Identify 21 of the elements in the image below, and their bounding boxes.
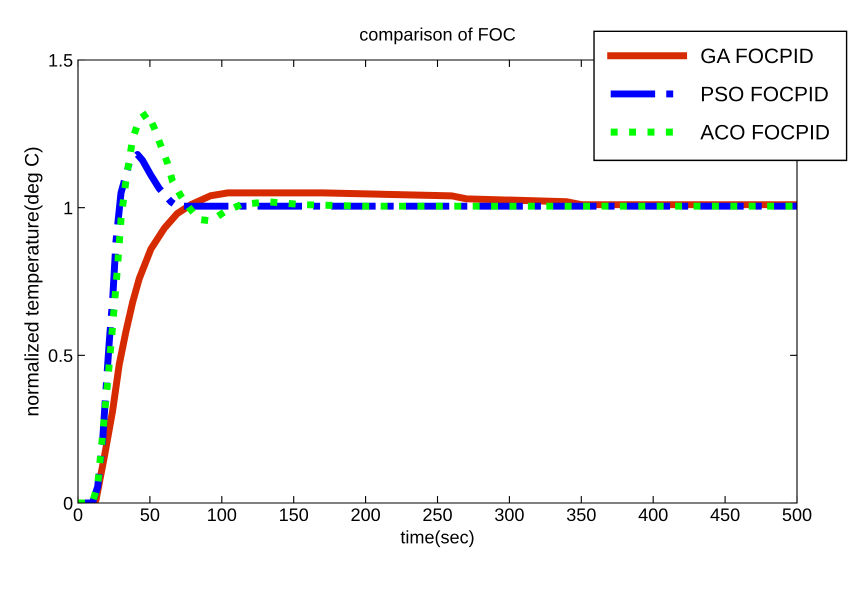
x-tick-label: 150 <box>280 508 308 522</box>
legend-label: GA FOCPID <box>701 48 813 64</box>
x-tick-label: 50 <box>140 508 160 522</box>
x-tick-label: 0 <box>74 508 82 522</box>
legend-label: ACO FOCPID <box>700 124 829 140</box>
x-tick-label: 350 <box>566 508 596 522</box>
x-tick-label: 250 <box>423 508 452 522</box>
y-axis-title: normalized temperature(deg C) <box>24 148 42 416</box>
legend-label: PSO FOCPID <box>702 86 828 102</box>
chart-title: comparison of FOC <box>360 27 516 44</box>
y-tick-label: 1 <box>64 202 72 214</box>
x-axis-title: time(sec) <box>400 530 474 548</box>
x-tick-label: 100 <box>208 508 236 522</box>
x-tick-label: 400 <box>638 508 668 522</box>
y-tick-label: 0.5 <box>48 349 72 362</box>
x-tick-label: 200 <box>351 508 380 522</box>
x-tick-label: 500 <box>782 508 812 522</box>
x-tick-label: 450 <box>710 508 740 522</box>
x-tick-label: 300 <box>495 508 524 522</box>
y-tick-label: 0 <box>64 496 72 510</box>
y-tick-label: 1.5 <box>49 54 72 67</box>
